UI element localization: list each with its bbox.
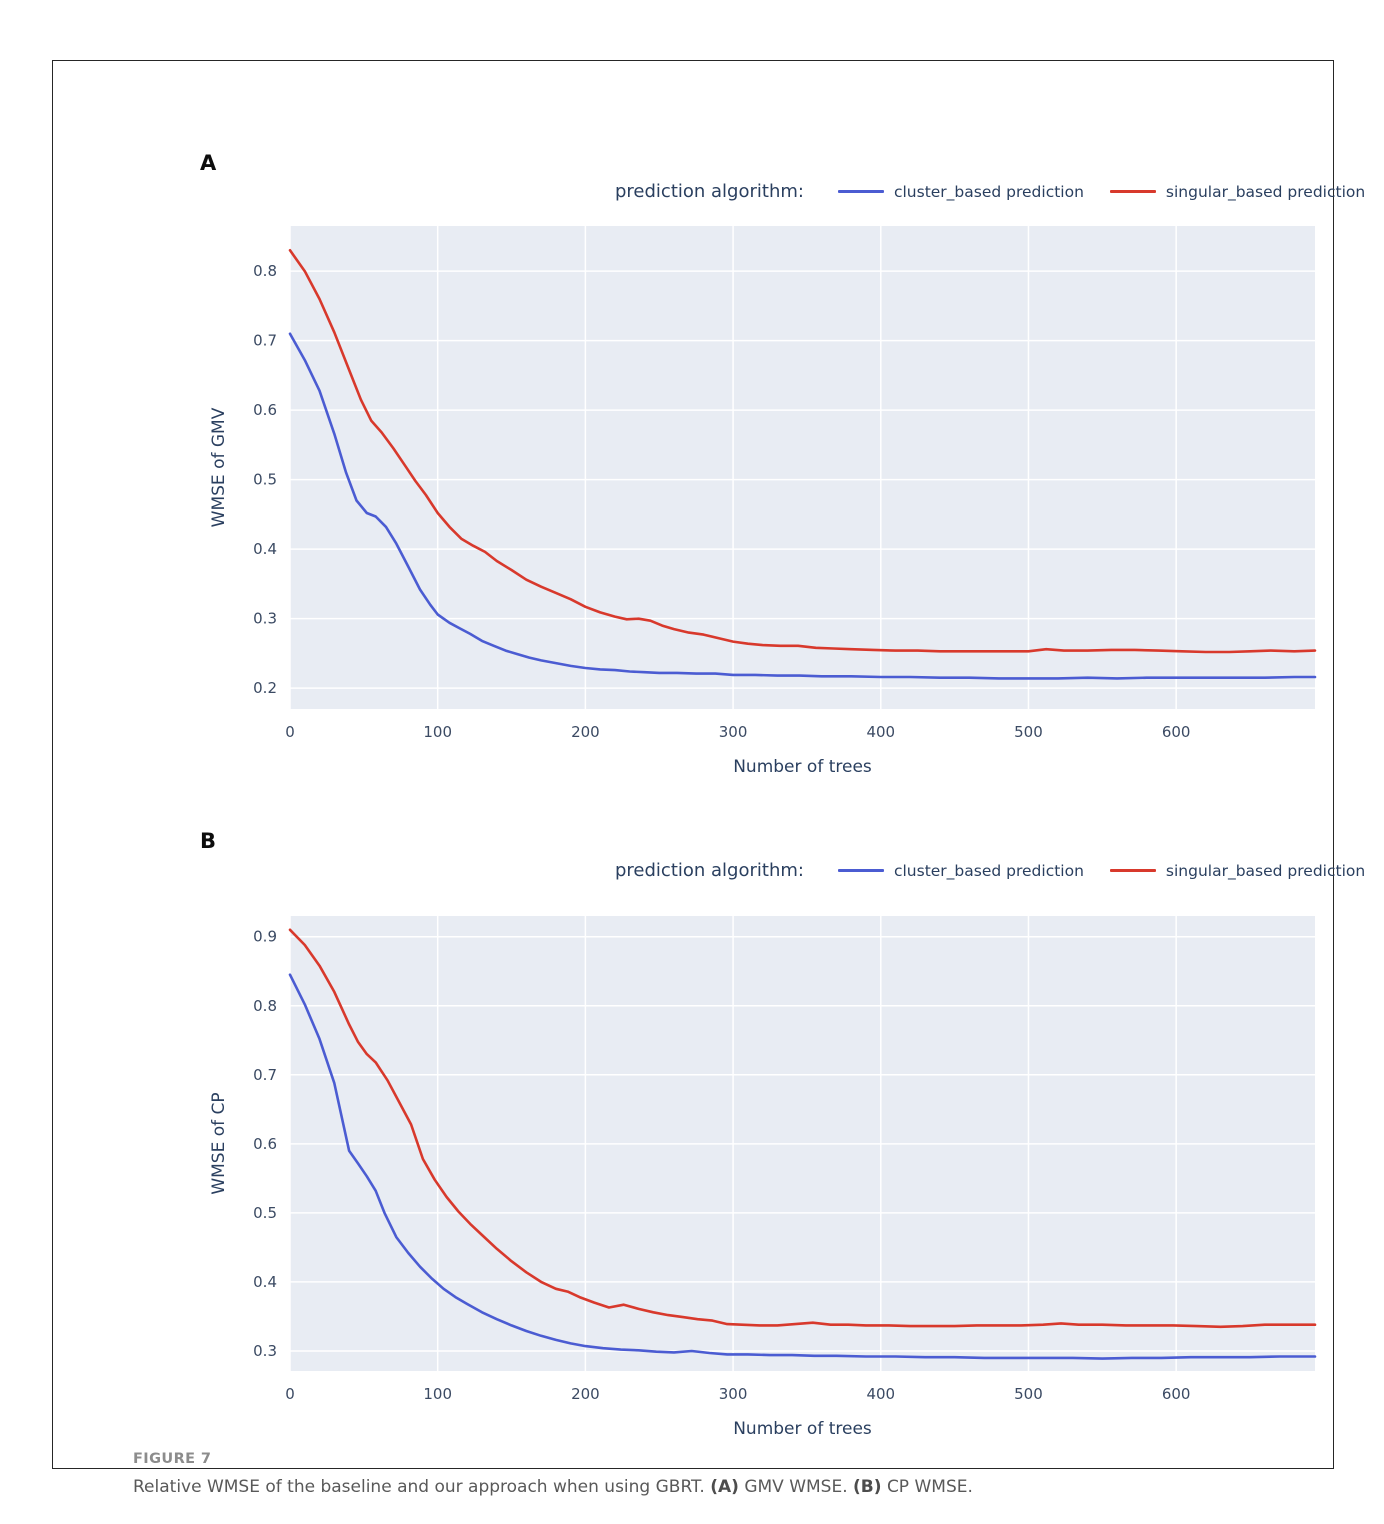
legend-entries: cluster_based prediction singular_based …: [837, 861, 1366, 880]
caption-a-text: GMV WMSE.: [744, 1477, 848, 1497]
y-tick-label: 0.6: [253, 1135, 277, 1153]
legend-entry-label: cluster_based prediction: [893, 861, 1084, 880]
y-tick-label: 0.4: [253, 1273, 277, 1291]
legend-entry-singular: singular_based prediction: [1109, 861, 1366, 880]
x-tick-label: 100: [423, 1385, 452, 1403]
y-tick-label: 0.5: [253, 1204, 277, 1222]
legend-entry-label: singular_based prediction: [1165, 182, 1366, 201]
legend-entry-label: singular_based prediction: [1165, 861, 1366, 880]
y-tick-label: 0.3: [253, 1342, 277, 1360]
x-tick-label: 400: [866, 723, 895, 741]
series-line-cluster: [288, 973, 1317, 1360]
x-tick-label: 100: [423, 723, 452, 741]
y-tick-label: 0.4: [253, 540, 277, 558]
y-tick-label: 0.7: [253, 332, 277, 350]
legend-entry-cluster: cluster_based prediction: [837, 861, 1084, 880]
chart-b-cp-wmse: 0 100 200 300 400 500 600 0.3 0.4 0.5 0.6 0.7 0.8 0.9…: [209, 916, 1317, 1439]
gridlines: [289, 226, 1315, 709]
figure-caption: Relative WMSE of the baseline and our ap…: [133, 1476, 1313, 1500]
legend-entries: cluster_based prediction singular_based …: [837, 182, 1366, 201]
x-axis-title: Number of trees: [733, 1419, 872, 1439]
x-tick-label: 0: [285, 1385, 295, 1403]
y-tick-label: 0.9: [253, 928, 277, 946]
figure-label: FIGURE 7: [133, 1451, 212, 1467]
x-tick-label: 300: [719, 1385, 748, 1403]
gridlines: [289, 916, 1315, 1371]
figure-border: A prediction algorithm: cluster_based pr…: [52, 60, 1365, 1497]
y-tick-label: 0.8: [253, 997, 277, 1015]
x-tick-label: 400: [866, 1385, 895, 1403]
legend-line-red-icon: [1109, 190, 1156, 193]
legend-title: prediction algorithm:: [615, 181, 804, 202]
plot-background: [290, 226, 1315, 709]
x-tick-label: 200: [571, 1385, 600, 1403]
legend-line-blue-icon: [837, 869, 884, 872]
caption-b-text: CP WMSE.: [886, 1477, 973, 1497]
x-tick-label: 200: [571, 723, 600, 741]
figure-caption-block: FIGURE 7 Relative WMSE of the baseline a…: [133, 1451, 1313, 1500]
y-tick-label: 0.5: [253, 471, 277, 489]
y-tick-label: 0.2: [253, 679, 277, 697]
x-tick-label: 0: [285, 723, 295, 741]
caption-main: Relative WMSE of the baseline and our ap…: [133, 1477, 705, 1497]
y-tick-label: 0.3: [253, 610, 277, 628]
x-tick-label: 500: [1014, 1385, 1043, 1403]
legend-entry-label: cluster_based prediction: [893, 182, 1084, 201]
legend-entry-singular: singular_based prediction: [1109, 182, 1366, 201]
legend-line-red-icon: [1109, 869, 1156, 872]
y-tick-label: 0.6: [253, 401, 277, 419]
series-line-singular: [288, 248, 1317, 654]
series-line-singular: [288, 928, 1317, 1329]
legend-b: prediction algorithm: cluster_based pred…: [615, 860, 1365, 881]
caption-a-marker: (A): [710, 1477, 739, 1497]
legend-title: prediction algorithm:: [615, 860, 804, 881]
legend-line-blue-icon: [837, 190, 884, 193]
y-tick-label: 0.7: [253, 1066, 277, 1084]
panel-b-label: B: [200, 829, 217, 853]
x-tick-label: 300: [719, 723, 748, 741]
panel-a-label: A: [200, 151, 217, 175]
caption-b-marker: (B): [853, 1477, 882, 1497]
y-axis-title: WMSE of CP: [209, 1092, 229, 1194]
series-line-cluster: [288, 332, 1317, 680]
legend-a: prediction algorithm: cluster_based pred…: [615, 181, 1365, 202]
x-axis-title: Number of trees: [733, 757, 872, 776]
x-tick-label: 600: [1162, 723, 1191, 741]
x-tick-label: 500: [1014, 723, 1043, 741]
y-axis-title: WMSE of GMV: [209, 407, 229, 527]
y-tick-label: 0.8: [253, 262, 277, 280]
x-tick-label: 600: [1162, 1385, 1191, 1403]
legend-entry-cluster: cluster_based prediction: [837, 182, 1084, 201]
chart-a-gmv-wmse: 0 100 200 300 400 500 600 0.2 0.3 0.4 0.5 0.6 0.7 0.8…: [209, 226, 1317, 776]
